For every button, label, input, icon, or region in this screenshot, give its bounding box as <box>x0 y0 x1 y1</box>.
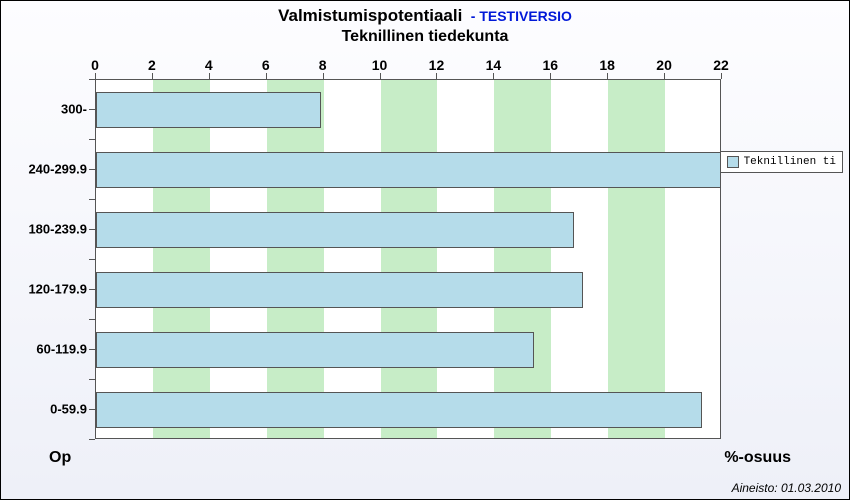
title-main: Valmistumispotentiaali <box>278 6 462 25</box>
y-axis-title: Op <box>49 449 71 467</box>
footer-date: 01.03.2010 <box>781 481 841 495</box>
y-tick-mark <box>89 409 95 410</box>
bar-row <box>96 320 720 380</box>
y-tick-mark <box>89 169 95 170</box>
x-tick-label: 16 <box>542 57 558 73</box>
x-tick-mark <box>380 73 381 79</box>
x-tick-mark <box>436 73 437 79</box>
y-tick-mark <box>89 139 95 140</box>
bar <box>96 212 574 248</box>
y-tick-mark <box>89 289 95 290</box>
x-tick-mark <box>721 73 722 79</box>
y-tick-mark <box>89 259 95 260</box>
x-tick-mark <box>95 73 96 79</box>
x-tick-label: 12 <box>429 57 445 73</box>
bar-row <box>96 200 720 260</box>
x-tick-label: 6 <box>262 57 270 73</box>
x-tick-label: 0 <box>91 57 99 73</box>
y-tick-label: 0-59.9 <box>50 402 87 417</box>
x-tick-mark <box>266 73 267 79</box>
bar-row <box>96 380 720 439</box>
footer-prefix: Aineisto: <box>732 481 781 495</box>
y-tick-label: 240-299.9 <box>28 162 87 177</box>
x-tick-label: 20 <box>656 57 672 73</box>
x-tick-mark <box>209 73 210 79</box>
legend-label: Teknillinen ti <box>744 156 836 168</box>
footer-text: Aineisto: 01.03.2010 <box>732 481 841 495</box>
y-tick-mark <box>89 379 95 380</box>
y-tick-mark <box>89 79 95 80</box>
bar <box>96 272 583 308</box>
x-tick-mark <box>607 73 608 79</box>
y-tick-mark <box>89 319 95 320</box>
x-tick-mark <box>152 73 153 79</box>
y-tick-mark <box>89 199 95 200</box>
subtitle: Teknillinen tiedekunta <box>1 27 849 47</box>
x-tick-label: 4 <box>205 57 213 73</box>
x-tick-mark <box>493 73 494 79</box>
x-tick-mark <box>664 73 665 79</box>
title-block: Valmistumispotentiaali - TESTIVERSIO Tek… <box>1 1 849 47</box>
x-tick-label: 8 <box>319 57 327 73</box>
y-tick-label: 120-179.9 <box>28 282 87 297</box>
y-tick-label: 60-119.9 <box>36 342 87 357</box>
x-tick-label: 2 <box>148 57 156 73</box>
x-tick-mark <box>550 73 551 79</box>
bar <box>96 332 534 368</box>
bar <box>96 152 721 188</box>
y-tick-mark <box>89 349 95 350</box>
y-tick-mark <box>89 439 95 440</box>
chart-frame: Valmistumispotentiaali - TESTIVERSIO Tek… <box>0 0 850 500</box>
x-tick-label: 10 <box>372 57 388 73</box>
x-tick-label: 14 <box>486 57 502 73</box>
x-axis-title: %-osuus <box>724 449 791 467</box>
x-tick-label: 22 <box>713 57 729 73</box>
x-tick-label: 18 <box>599 57 615 73</box>
plot-surface <box>95 79 721 439</box>
y-tick-label: 300- <box>61 102 87 117</box>
legend-swatch <box>727 156 739 168</box>
bar-row <box>96 80 720 140</box>
plot-area: 0246810121416182022300-240-299.9180-239.… <box>95 79 721 439</box>
y-tick-label: 180-239.9 <box>28 222 87 237</box>
y-tick-mark <box>89 109 95 110</box>
bar-row <box>96 140 720 200</box>
bar-row <box>96 260 720 320</box>
y-tick-mark <box>89 229 95 230</box>
x-tick-mark <box>323 73 324 79</box>
bar <box>96 92 321 128</box>
legend: Teknillinen ti <box>720 151 843 173</box>
bar <box>96 392 702 428</box>
title-suffix: - TESTIVERSIO <box>471 8 572 24</box>
